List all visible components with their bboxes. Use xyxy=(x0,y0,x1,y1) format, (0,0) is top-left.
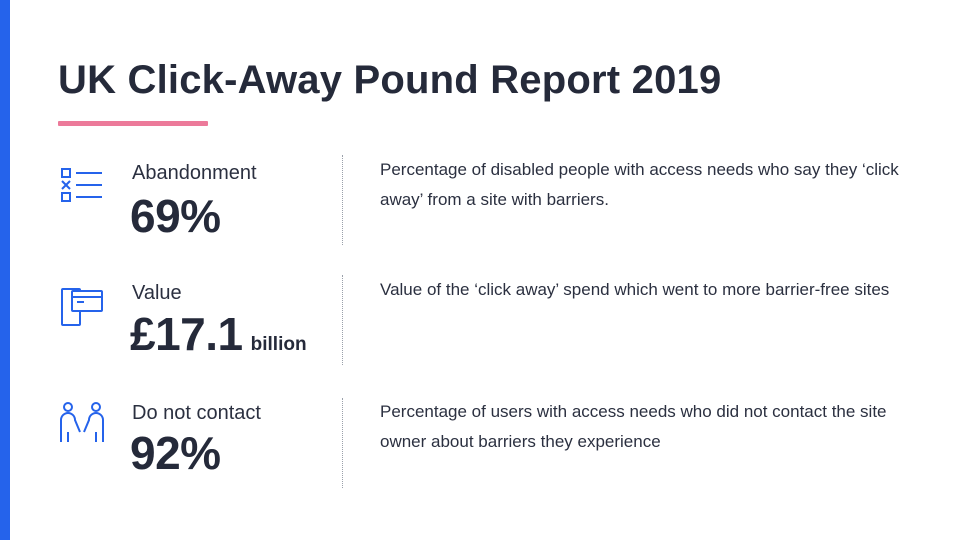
stat-value: 92% xyxy=(130,426,221,480)
people-icon xyxy=(58,398,106,446)
stat-label: Do not contact xyxy=(132,402,261,424)
page-title: UK Click-Away Pound Report 2019 xyxy=(58,58,722,102)
stat-description: Percentage of disabled people with acces… xyxy=(380,160,899,209)
stat-description: Percentage of users with access needs wh… xyxy=(380,402,887,451)
stat-value: £17.1 billion xyxy=(130,307,307,361)
devices-icon xyxy=(58,283,106,331)
stat-unit: billion xyxy=(250,334,307,355)
stat-number: £17.1 xyxy=(130,308,243,360)
left-accent-bar xyxy=(0,0,10,540)
stat-label: Abandonment xyxy=(132,162,257,184)
stat-row-value: Value £17.1 billion Value of the ‘click a… xyxy=(0,275,960,385)
stat-number: 69% xyxy=(130,190,221,242)
title-underline xyxy=(58,121,208,126)
divider xyxy=(342,155,343,245)
stat-row-do-not-contact: Do not contact 92% Percentage of users w… xyxy=(0,396,960,506)
stat-value: 69% xyxy=(130,189,221,243)
stat-number: 92% xyxy=(130,427,221,479)
checklist-icon xyxy=(58,163,106,211)
divider xyxy=(342,398,343,488)
stat-row-abandonment: Abandonment 69% Percentage of disabled p… xyxy=(0,155,960,265)
stat-description: Value of the ‘click away’ spend which we… xyxy=(380,280,890,299)
divider xyxy=(342,275,343,365)
stat-label: Value xyxy=(132,282,182,304)
